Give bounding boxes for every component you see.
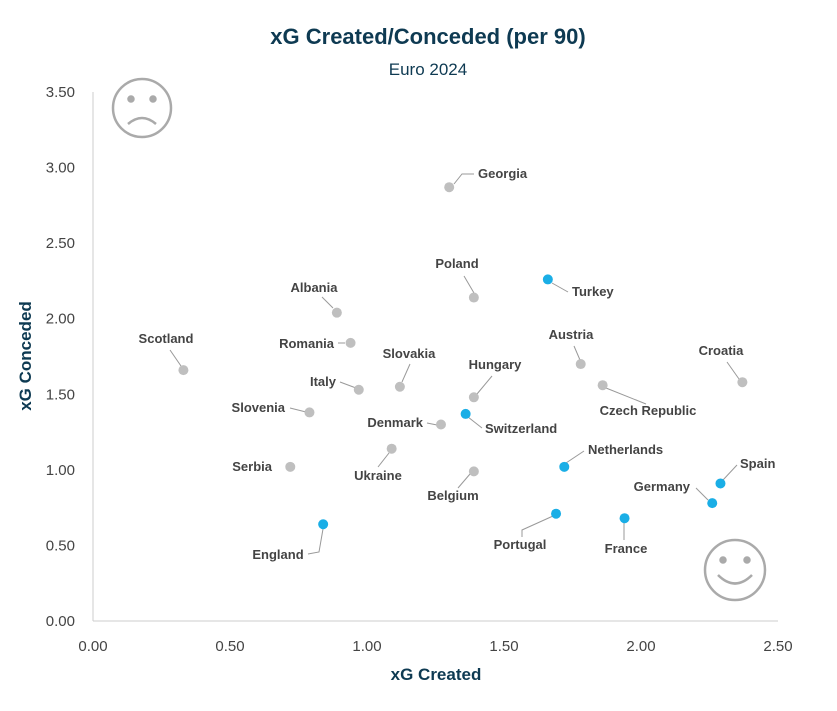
- leader-line: [726, 361, 740, 380]
- data-point-austria: [575, 359, 586, 370]
- leader-line: [467, 416, 483, 429]
- leader-line: [401, 363, 411, 383]
- data-point-denmark: [435, 419, 446, 430]
- leader-line: [289, 407, 307, 413]
- data-point-netherlands: [559, 461, 570, 472]
- point-label: Croatia: [699, 343, 745, 358]
- point-label: Italy: [310, 374, 337, 389]
- point-label: Scotland: [139, 331, 194, 346]
- leader-line: [377, 452, 390, 468]
- point-label: Albania: [291, 280, 339, 295]
- leader-line: [605, 387, 647, 405]
- y-tick-label: 1.50: [46, 386, 75, 403]
- data-point-italy: [353, 384, 364, 395]
- data-point-romania: [345, 337, 356, 348]
- y-tick-label: 3.50: [46, 84, 75, 101]
- point-label: France: [605, 541, 648, 556]
- leader-line: [426, 422, 438, 426]
- data-point-switzerland: [460, 408, 471, 419]
- point-label: Turkey: [572, 284, 614, 299]
- point-label: Denmark: [367, 415, 423, 430]
- data-point-turkey: [542, 274, 553, 285]
- leader-line: [551, 282, 569, 293]
- data-point-czech-republic: [597, 380, 608, 391]
- point-label: England: [252, 547, 303, 562]
- data-point-poland: [468, 292, 479, 303]
- point-label: Portugal: [494, 537, 547, 552]
- x-tick-label: 0.50: [215, 638, 244, 655]
- point-label: Georgia: [478, 166, 528, 181]
- data-point-hungary: [468, 392, 479, 403]
- leader-line: [695, 487, 709, 501]
- x-tick-label: 1.00: [352, 638, 381, 655]
- leader-line: [521, 515, 554, 537]
- leader-line: [476, 375, 493, 395]
- point-label: Ukraine: [354, 468, 402, 483]
- x-tick-label: 0.00: [78, 638, 107, 655]
- data-point-france: [619, 513, 630, 524]
- point-label: Germany: [634, 479, 691, 494]
- y-tick-label: 1.00: [46, 462, 75, 479]
- leader-line: [463, 275, 475, 294]
- data-point-slovenia: [304, 407, 315, 418]
- chart-subtitle: Euro 2024: [389, 60, 467, 79]
- point-label: Spain: [740, 456, 775, 471]
- x-tick-label: 2.00: [626, 638, 655, 655]
- leader-line: [565, 450, 585, 464]
- y-axis-title: xG Conceded: [16, 301, 35, 411]
- leader-line: [722, 464, 738, 481]
- data-point-croatia: [737, 377, 748, 388]
- data-point-spain: [715, 478, 726, 489]
- x-axis-title: xG Created: [391, 665, 482, 684]
- data-point-albania: [331, 307, 342, 318]
- data-point-georgia: [444, 182, 455, 193]
- data-point-portugal: [551, 508, 562, 519]
- point-label: Netherlands: [588, 442, 663, 457]
- leader-line: [573, 345, 581, 361]
- data-point-england: [318, 519, 329, 530]
- point-label: Poland: [435, 256, 478, 271]
- point-label: Slovakia: [383, 346, 437, 361]
- leader-line: [307, 528, 324, 555]
- sad-face-icon: [111, 77, 173, 139]
- point-label: Serbia: [232, 459, 273, 474]
- leader-line: [321, 296, 334, 309]
- chart-title: xG Created/Conceded (per 90): [270, 24, 585, 49]
- point-label: Czech Republic: [600, 403, 697, 418]
- leader-line: [453, 173, 474, 185]
- point-label: Hungary: [469, 357, 523, 372]
- x-tick-label: 1.50: [489, 638, 518, 655]
- y-tick-label: 2.50: [46, 235, 75, 252]
- data-point-germany: [707, 498, 718, 509]
- point-label: Switzerland: [485, 421, 557, 436]
- point-label: Slovenia: [232, 400, 286, 415]
- leader-line: [457, 473, 471, 489]
- leader-line: [169, 349, 182, 367]
- x-tick-label: 2.50: [763, 638, 792, 655]
- y-tick-label: 2.00: [46, 311, 75, 328]
- smiley-face-icon: [703, 538, 767, 602]
- leader-line: [339, 381, 357, 389]
- data-point-belgium: [468, 466, 479, 477]
- data-point-scotland: [178, 365, 189, 376]
- y-tick-label: 0.00: [46, 613, 75, 630]
- point-label: Austria: [549, 327, 595, 342]
- y-tick-label: 0.50: [46, 537, 75, 554]
- data-point-slovakia: [394, 381, 405, 392]
- point-label: Belgium: [427, 488, 478, 503]
- data-point-ukraine: [386, 443, 397, 454]
- y-tick-label: 3.00: [46, 160, 75, 177]
- data-point-serbia: [285, 461, 296, 472]
- point-label: Romania: [279, 336, 335, 351]
